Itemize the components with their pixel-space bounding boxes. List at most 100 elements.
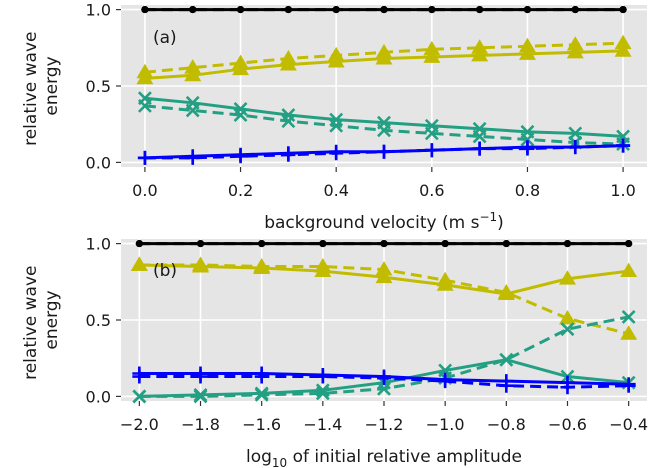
x-axis-title-a: background velocity (m s−1) bbox=[264, 210, 504, 233]
x-tick-label-b-8: −0.4 bbox=[609, 415, 648, 434]
data-point-a-1-6 bbox=[428, 5, 436, 14]
data-point-a-3-9 bbox=[566, 36, 584, 51]
data-point-b-3-5 bbox=[436, 271, 454, 287]
x-ticks-b: −2.0 −1.8 −1.6 −1.4 −1.2 −1.0 −0.8 −0.6 −0.4 bbox=[120, 401, 648, 434]
x-axis-title-a-main: background velocity (m s bbox=[264, 213, 479, 233]
data-point-b-7-3 bbox=[315, 369, 330, 384]
data-point-b-7-1 bbox=[193, 369, 208, 384]
x-axis-title-b-post: of initial relative amplitude bbox=[287, 447, 522, 467]
data-point-b-7-0 bbox=[132, 369, 147, 384]
data-point-a-2-7 bbox=[471, 46, 489, 62]
y-tick-label-a-0: 0.0 bbox=[86, 153, 111, 172]
data-point-a-1-2 bbox=[236, 5, 245, 14]
x-tick-label-a-1: 0.2 bbox=[228, 181, 253, 200]
data-point-b-7-6 bbox=[499, 378, 514, 393]
series-b-1 bbox=[135, 239, 633, 248]
data-point-a-1-4 bbox=[332, 5, 340, 14]
y-tick-label-b-0: 0.0 bbox=[86, 387, 111, 406]
x-axis-title-a-end: ) bbox=[497, 213, 504, 233]
data-point-b-3-0 bbox=[130, 256, 148, 271]
data-point-b-1-7 bbox=[563, 239, 572, 248]
data-point-a-2-6 bbox=[423, 48, 441, 63]
data-point-b-3-4 bbox=[375, 261, 393, 276]
data-point-b-5-3 bbox=[315, 386, 330, 401]
x-tick-label-b-5: −1.0 bbox=[426, 415, 465, 434]
y-axis-title-line1-a: relative wave bbox=[21, 32, 41, 146]
data-point-a-2-8 bbox=[518, 45, 536, 60]
data-point-b-5-2 bbox=[254, 387, 269, 402]
data-point-a-3-10 bbox=[614, 34, 632, 50]
x-ticks-a: 0.0 0.2 0.4 0.6 0.8 1.0 bbox=[132, 167, 636, 200]
data-point-b-3-3 bbox=[314, 258, 332, 273]
data-point-a-4-4 bbox=[329, 112, 344, 127]
data-point-a-1-1 bbox=[189, 5, 197, 14]
x-tick-label-b-7: −0.6 bbox=[548, 415, 587, 434]
series-group-a bbox=[136, 5, 632, 165]
data-point-a-5-8 bbox=[520, 132, 535, 147]
data-point-b-5-0 bbox=[132, 389, 147, 404]
data-point-b-5-1 bbox=[193, 389, 208, 404]
series-a-3 bbox=[136, 34, 632, 79]
data-point-a-2-9 bbox=[566, 43, 584, 59]
data-point-a-2-1 bbox=[184, 66, 202, 82]
data-point-a-1-3 bbox=[284, 5, 292, 14]
y-tick-label-a-2: 1.0 bbox=[86, 1, 111, 20]
data-point-a-2-10 bbox=[614, 42, 632, 57]
data-point-b-1-5 bbox=[441, 239, 449, 248]
data-point-a-7-4 bbox=[329, 146, 344, 161]
data-point-a-5-5 bbox=[377, 123, 391, 138]
data-point-a-3-0 bbox=[136, 63, 154, 79]
x-tick-label-b-2: −1.6 bbox=[242, 415, 281, 434]
data-point-a-3-4 bbox=[327, 46, 345, 62]
data-point-a-4-2 bbox=[233, 102, 248, 116]
y-axis-title-line1-b: relative wave bbox=[21, 266, 41, 380]
data-point-b-7-2 bbox=[254, 369, 269, 384]
series-b-5 bbox=[132, 310, 636, 404]
data-point-a-5-0 bbox=[137, 98, 152, 113]
data-point-a-3-7 bbox=[471, 39, 489, 54]
series-b-7 bbox=[132, 369, 636, 395]
y-tick-label-b-2: 1.0 bbox=[86, 235, 111, 254]
data-point-b-5-8 bbox=[621, 310, 636, 324]
x-tick-label-a-5: 1.0 bbox=[610, 181, 635, 200]
data-point-a-1-8 bbox=[523, 5, 532, 14]
data-point-a-1-9 bbox=[571, 5, 579, 14]
data-point-b-7-7 bbox=[560, 380, 575, 395]
data-point-a-3-5 bbox=[375, 43, 393, 59]
data-point-a-5-4 bbox=[329, 118, 344, 133]
x-tick-label-a-4: 0.8 bbox=[515, 181, 540, 200]
x-tick-label-b-0: −2.0 bbox=[120, 415, 159, 434]
data-point-b-3-7 bbox=[558, 309, 576, 325]
y-axis-title-line2-b: energy bbox=[42, 290, 62, 349]
data-point-a-5-1 bbox=[185, 103, 200, 118]
data-point-a-5-2 bbox=[233, 108, 248, 122]
data-point-a-3-1 bbox=[184, 59, 202, 74]
panel-a: 0.0 0.2 0.4 0.6 0.8 1.0 0.0 0.5 1.0 (a) relativ… bbox=[21, 1, 647, 233]
data-point-b-1-1 bbox=[196, 239, 205, 248]
data-point-b-2-7 bbox=[558, 270, 576, 285]
data-point-b-7-5 bbox=[438, 374, 453, 389]
data-point-a-7-2 bbox=[233, 149, 248, 164]
x-tick-label-a-3: 0.6 bbox=[419, 181, 444, 200]
series-a-2 bbox=[136, 42, 632, 85]
y-ticks-a: 0.0 0.5 1.0 bbox=[86, 1, 121, 172]
y-ticks-b: 0.0 0.5 1.0 bbox=[86, 235, 121, 406]
data-point-b-3-1 bbox=[192, 256, 210, 271]
data-point-a-5-7 bbox=[472, 129, 487, 144]
y-axis-title-a: relative wave energy bbox=[21, 26, 62, 146]
data-point-a-1-7 bbox=[476, 5, 484, 14]
data-point-b-3-6 bbox=[497, 283, 515, 299]
data-point-b-1-6 bbox=[502, 239, 510, 248]
data-point-a-7-5 bbox=[377, 144, 391, 159]
x-axis-title-a-sup: −1 bbox=[479, 210, 497, 224]
data-point-a-7-7 bbox=[472, 141, 487, 156]
data-point-a-1-5 bbox=[380, 5, 388, 14]
data-point-b-1-2 bbox=[258, 239, 266, 248]
data-point-a-7-10 bbox=[616, 138, 631, 153]
data-point-a-7-8 bbox=[520, 141, 535, 156]
series-a-7 bbox=[137, 138, 631, 165]
data-point-a-1-0 bbox=[141, 5, 149, 14]
data-point-b-1-4 bbox=[380, 239, 388, 248]
y-tick-label-b-1: 0.5 bbox=[86, 311, 111, 330]
